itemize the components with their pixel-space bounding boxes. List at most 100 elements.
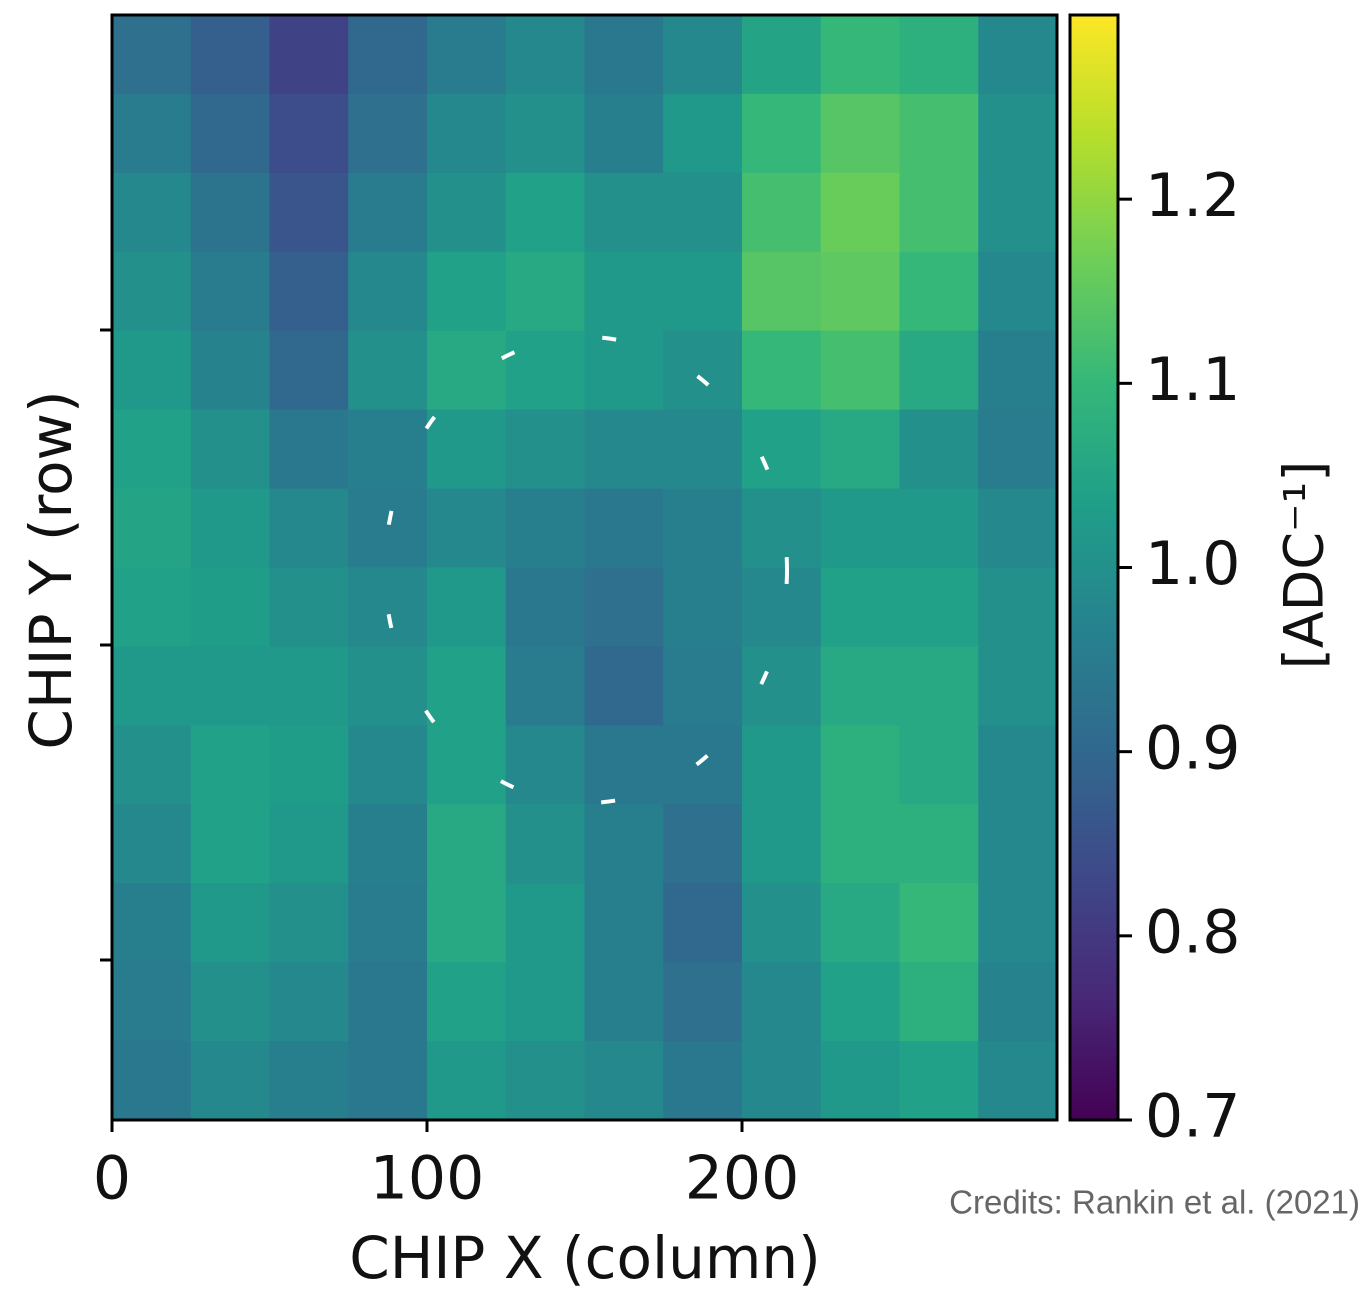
heatmap-cell <box>663 172 743 253</box>
heatmap-cell <box>584 330 664 411</box>
heatmap-cell <box>427 172 507 253</box>
heatmap-cell <box>820 962 901 1042</box>
heatmap-cell <box>112 962 192 1042</box>
heatmap-cell <box>820 1041 901 1121</box>
heatmap-cell <box>978 725 1058 805</box>
heatmap-cell <box>348 93 428 174</box>
heatmap-cell <box>112 567 192 648</box>
colorbar-tick-label: 0.7 <box>1145 1082 1240 1152</box>
heatmap-cell <box>584 488 664 569</box>
heatmap-cell <box>978 15 1058 95</box>
heatmap-cell <box>820 409 901 490</box>
heatmap-cell <box>427 725 507 805</box>
heatmap-cell <box>190 330 271 411</box>
heatmap-cell <box>269 725 349 805</box>
heatmap-cell <box>190 567 271 648</box>
heatmap-cell <box>505 1041 586 1121</box>
colorbar-tick-label: 1.0 <box>1145 529 1240 599</box>
heatmap-cell <box>427 567 507 648</box>
heatmap-cell <box>348 646 428 726</box>
heatmap-cell <box>742 1041 822 1121</box>
heatmap-cell <box>269 1041 349 1121</box>
colorbar-tick-label: 0.9 <box>1145 713 1240 783</box>
colorbar-tick-label: 0.8 <box>1145 897 1240 967</box>
heatmap-cell <box>112 251 192 332</box>
heatmap-cell <box>505 567 586 648</box>
heatmap-cell <box>112 93 192 174</box>
heatmap-cell <box>742 15 822 95</box>
heatmap-cell <box>112 804 192 884</box>
heatmap-cell <box>112 172 192 253</box>
heatmap-cell <box>584 251 664 332</box>
heatmap-cell <box>269 330 349 411</box>
heatmap-cell <box>978 409 1058 490</box>
heatmap-cell <box>663 330 743 411</box>
heatmap-cell <box>978 1041 1058 1121</box>
heatmap-cell <box>269 93 349 174</box>
heatmap-cell <box>348 725 428 805</box>
heatmap-cell <box>427 488 507 569</box>
heatmap-cell <box>505 409 586 490</box>
heatmap-cell <box>663 15 743 95</box>
heatmap-cell <box>978 646 1058 726</box>
heatmap-cell <box>269 488 349 569</box>
heatmap-cell <box>899 883 979 963</box>
heatmap-cell <box>820 330 901 411</box>
heatmap-cell <box>348 1041 428 1121</box>
heatmap-cell <box>820 251 901 332</box>
heatmap-cell <box>899 725 979 805</box>
heatmap-cell <box>820 646 901 726</box>
heatmap-cell <box>584 567 664 648</box>
heatmap-cell <box>112 646 192 726</box>
heatmap-cell <box>663 488 743 569</box>
heatmap-cell <box>663 1041 743 1121</box>
heatmap-cell <box>742 409 822 490</box>
heatmap-cell <box>505 804 586 884</box>
colorbar <box>1068 13 1120 1122</box>
heatmap-cell <box>742 804 822 884</box>
heatmap-cell <box>112 15 192 95</box>
heatmap-cell <box>584 409 664 490</box>
heatmap-cell <box>663 251 743 332</box>
heatmap-cell <box>269 15 349 95</box>
colorbar-label: [ADC⁻¹] <box>1273 461 1336 670</box>
x-tick-label: 200 <box>685 1144 800 1214</box>
heatmap-cell <box>978 488 1058 569</box>
heatmap-cell <box>899 567 979 648</box>
heatmap-cell <box>190 725 271 805</box>
heatmap-cell <box>820 488 901 569</box>
heatmap-cell <box>505 646 586 726</box>
heatmap-cell <box>348 962 428 1042</box>
heatmap-cell <box>112 488 192 569</box>
heatmap-cell <box>190 251 271 332</box>
heatmap-cell <box>584 646 664 726</box>
heatmap-cell <box>427 93 507 174</box>
heatmap-cell <box>348 409 428 490</box>
heatmap-cell <box>978 330 1058 411</box>
heatmap-cell <box>742 251 822 332</box>
y-axis-label: CHIP Y (row) <box>17 390 85 749</box>
heatmap-cell <box>505 172 586 253</box>
heatmap-cell <box>427 962 507 1042</box>
heatmap-cell <box>190 409 271 490</box>
heatmap-cell <box>742 93 822 174</box>
heatmap-cell <box>742 962 822 1042</box>
heatmap-cell <box>505 488 586 569</box>
credits: Credits: Rankin et al. (2021) <box>949 1184 1360 1221</box>
heatmap-cell <box>348 488 428 569</box>
heatmap-cell <box>584 93 664 174</box>
heatmap-cell <box>190 883 271 963</box>
heatmap-cell <box>190 93 271 174</box>
heatmap-cell <box>427 330 507 411</box>
heatmap-cell <box>663 962 743 1042</box>
heatmap-cell <box>505 883 586 963</box>
heatmap-cell <box>820 93 901 174</box>
heatmap-cell <box>584 725 664 805</box>
heatmap-cell <box>190 804 271 884</box>
heatmap-cell <box>899 251 979 332</box>
heatmap-cell <box>190 15 271 95</box>
heatmap-cell <box>505 962 586 1042</box>
heatmap-cell <box>269 883 349 963</box>
heatmap-cell <box>820 804 901 884</box>
heatmap-cell <box>899 93 979 174</box>
